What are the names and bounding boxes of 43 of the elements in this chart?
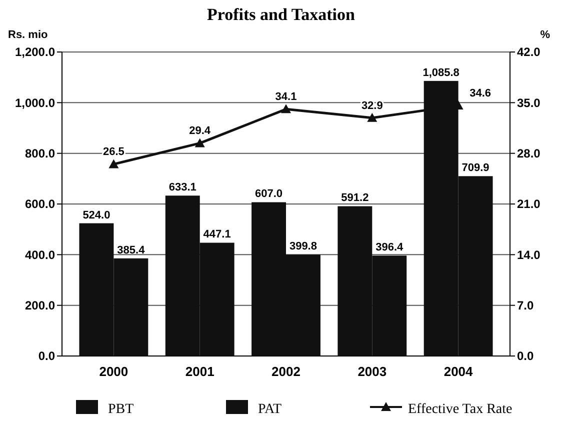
chart-title: Profits and Taxation: [206, 5, 356, 24]
y-axis-title: Rs. mio: [8, 29, 48, 41]
legend-label: PBT: [108, 402, 134, 417]
y2-axis-title: %: [540, 29, 550, 41]
data-label: 396.4: [376, 242, 404, 254]
data-label: 633.1: [168, 182, 196, 194]
point: [367, 112, 378, 122]
y2-tick-label: 28.0: [517, 146, 541, 161]
x-tick-label: 2002: [272, 364, 300, 379]
y-tick-label: 1,000.0: [14, 96, 56, 110]
y2-tick-label: 42.0: [517, 45, 541, 60]
data-label: 447.1: [203, 228, 231, 241]
y2-tick-label: 21.0: [517, 197, 541, 212]
data-label: 29.4: [189, 125, 212, 138]
x-tick-label: 2000: [99, 364, 128, 379]
data-label: 607.0: [255, 188, 283, 200]
point: [194, 138, 205, 148]
data-label: 32.9: [361, 100, 383, 112]
x-tick-label: 2004: [444, 364, 474, 379]
y-tick-label: 800.0: [24, 146, 56, 161]
data-label: 34.1: [275, 91, 297, 104]
data-label: 34.6: [470, 88, 492, 100]
x-tick-label: 2003: [358, 364, 387, 379]
y-tick-label: 0.0: [38, 349, 56, 364]
y2-tick-label: 0.0: [517, 349, 534, 364]
data-label: 1,085.8: [422, 66, 460, 79]
data-label: 709.9: [462, 162, 490, 174]
point: [108, 159, 119, 168]
y-tick-label: 200.0: [24, 298, 56, 313]
y-tick-label: 400.0: [24, 248, 56, 262]
legend-label: Effective Tax Rate: [408, 402, 512, 417]
y2-tick-label: 7.0: [517, 298, 534, 313]
y2-tick-label: 35.0: [517, 96, 541, 110]
legend-label: PAT: [258, 402, 282, 417]
x-tick-label: 2001: [185, 364, 214, 379]
point: [281, 104, 291, 114]
data-label: 524.0: [82, 209, 110, 222]
y-tick-label: 1,200.0: [14, 45, 56, 60]
data-label: 385.4: [117, 244, 146, 256]
y2-tick-label: 14.0: [517, 248, 541, 262]
data-label: 591.2: [341, 192, 369, 204]
y-tick-label: 600.0: [24, 197, 56, 212]
data-label: 399.8: [289, 240, 317, 253]
